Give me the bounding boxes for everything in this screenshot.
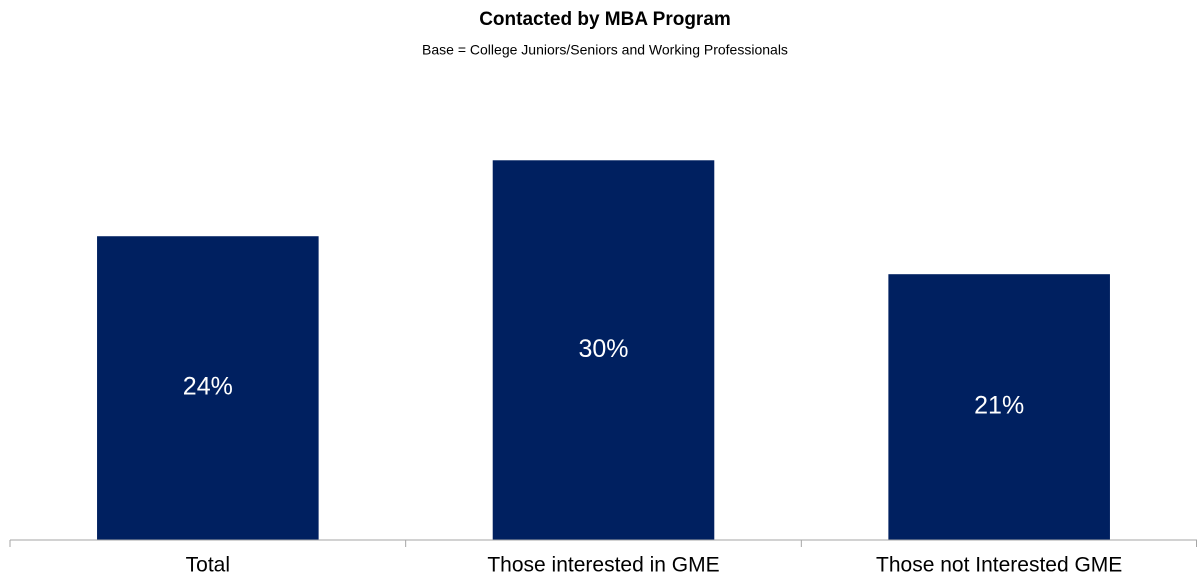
data-label: 30%	[578, 335, 628, 363]
data-label: 21%	[974, 392, 1024, 420]
chart-subtitle: Base = College Juniors/Seniors and Worki…	[422, 42, 788, 58]
chart-title: Contacted by MBA Program	[479, 9, 731, 30]
x-tick-label: Total	[186, 554, 230, 577]
data-label: 24%	[183, 373, 233, 401]
bar	[97, 236, 319, 540]
x-tick-label: Those interested in GME	[487, 554, 719, 577]
x-tick-label: Those not Interested GME	[876, 554, 1122, 577]
bar	[492, 160, 715, 541]
bar	[888, 274, 1110, 540]
